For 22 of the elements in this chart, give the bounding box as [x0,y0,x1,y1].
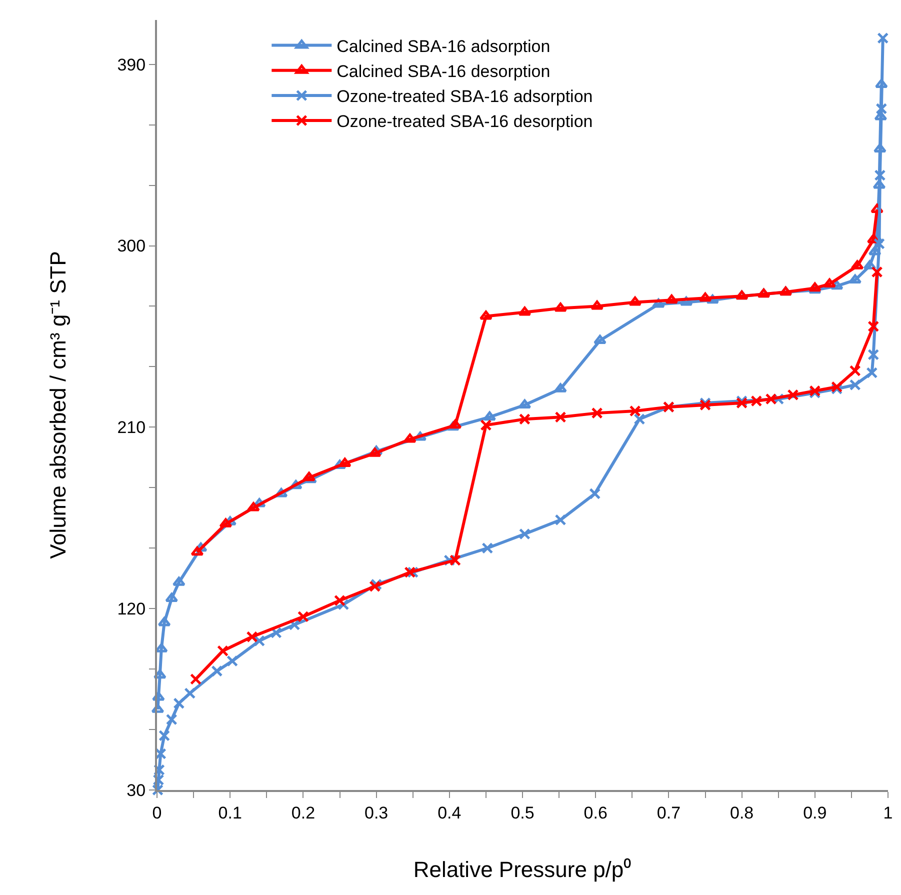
y-axis-title: Volume absorbed / cm³ g⁻¹ STP [46,251,71,559]
y-tick-label: 120 [117,600,146,619]
x-tick-label: 0.9 [803,803,827,822]
x-tick-label: 0.4 [438,803,462,822]
legend-label: Calcined SBA-16 adsorption [336,36,550,56]
x-tick-label: 0.6 [584,803,608,822]
legend-label: Ozone-treated SBA-16 desorption [336,112,593,132]
x-tick-label: 0.5 [510,803,534,822]
x-tick-label: 0.2 [291,803,316,822]
legend-label: Calcined SBA-16 desorption [336,62,550,81]
y-tick-label: 210 [117,418,146,438]
x-tick-label: 1 [883,803,893,822]
x-tick-label: 0.1 [218,803,242,822]
y-tick-label: 30 [126,780,146,800]
x-tick-label: 0 [152,803,162,822]
x-tick-label: 0.7 [656,803,681,822]
legend-label: Ozone-treated SBA-16 adsorption [336,87,593,106]
x-axis-title: Relative Pressure p/p⁰ [413,856,632,882]
y-tick-label: 300 [117,236,146,256]
x-tick-label: 0.8 [730,803,754,822]
y-tick-label: 390 [117,55,146,74]
x-tick-label: 0.3 [364,803,388,822]
